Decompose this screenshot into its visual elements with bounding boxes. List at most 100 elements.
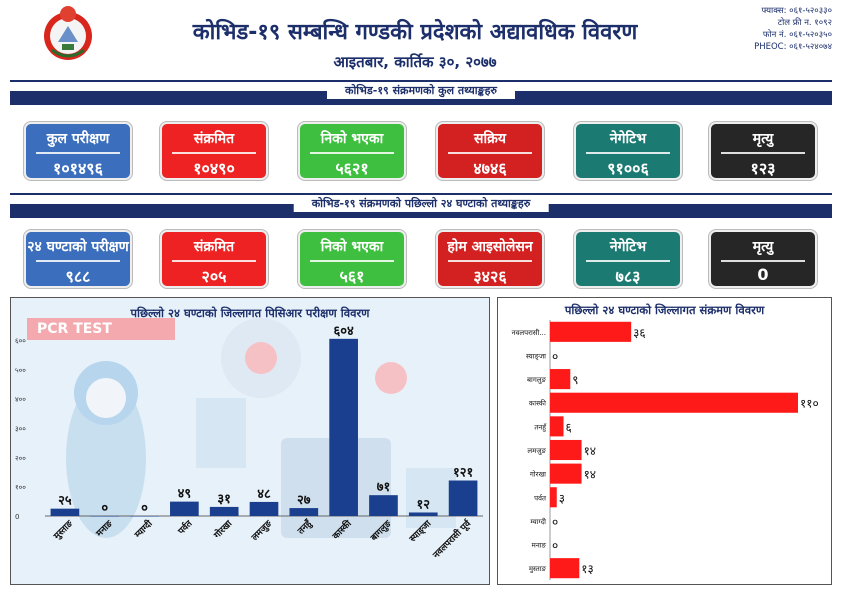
- section-last24-bar: कोभिड-१९ संक्रमणको पछिल्लो २४ घण्टाको तथ…: [10, 193, 832, 219]
- pcr-chart-title: पछिल्लो २४ घण्टाको जिल्लागत पिसिआर परीक्…: [130, 306, 370, 320]
- last24-card-value: ९८८: [65, 267, 91, 286]
- total-card: मृत्यु १२३: [709, 122, 817, 180]
- pcr-value-label: ०: [101, 501, 108, 516]
- infection-bar: [550, 392, 798, 413]
- section-total-title: कोभिड-१९ संक्रमणको कुल तथ्याङ्कहरु: [326, 82, 516, 99]
- pcr-test-badge: PCR TEST: [27, 318, 175, 340]
- infection-category-label: लमजुङ: [527, 447, 546, 455]
- infection-value-label: ०: [552, 349, 558, 363]
- toll-free-number: टोल फ्री न. १०९२: [777, 18, 832, 28]
- pcr-value-label: ६०४: [333, 324, 354, 339]
- last24-card: नेगेटिभ ७८३: [574, 230, 682, 288]
- infection-value-label: १४: [584, 444, 596, 458]
- pcr-value-label: १२१: [453, 466, 473, 481]
- infection-value-label: १३: [581, 562, 593, 576]
- last24-card: संक्रमित २०५: [160, 230, 268, 288]
- fax-number: फ्याक्स: ०६१-५२०३३०: [761, 6, 832, 16]
- infection-value-label: ९: [572, 373, 578, 387]
- y-tick-label: ३००: [15, 425, 26, 433]
- pcr-value-label: १२: [417, 497, 431, 512]
- y-tick-label: ५००: [15, 366, 26, 374]
- pcr-value-label: ०: [141, 501, 148, 516]
- total-card-label: सक्रिय: [474, 131, 506, 147]
- y-tick-label: ६००: [15, 337, 26, 345]
- infection-value-label: ०: [552, 539, 558, 553]
- card-divider: [36, 152, 120, 154]
- pcr-value-label: ३१: [217, 492, 231, 507]
- pcr-category-label: गोरखा: [210, 517, 234, 541]
- infection-bar: [550, 439, 582, 461]
- card-divider: [721, 260, 805, 262]
- card-divider: [36, 260, 120, 262]
- pcr-category-label: बागलुङ: [369, 518, 395, 544]
- infection-bar: [550, 487, 557, 508]
- pcr-bar: [90, 516, 120, 517]
- infection-category-label: मुस्ताङ: [529, 565, 547, 573]
- page-title: कोभिड-१९ सम्बन्धि गण्डकी प्रदेशको अद्याव…: [192, 20, 638, 45]
- infection-chart-panel: पछिल्लो २४ घण्टाको जिल्लागत संक्रमण विवर…: [497, 297, 832, 585]
- last24-card-label: संक्रमित: [193, 239, 235, 255]
- y-tick-label: १००: [15, 484, 26, 492]
- pcr-value-label: ४८: [257, 487, 271, 502]
- section-last24-title: कोभिड-१९ संक्रमणको पछिल्लो २४ घण्टाको तथ…: [293, 195, 549, 212]
- pcr-value-label: ४९: [178, 487, 192, 502]
- infection-bar: [550, 416, 564, 437]
- infection-value-label: ३६: [633, 326, 645, 340]
- total-card: कुल परीक्षण १०१४९६: [24, 122, 132, 180]
- pcr-category-label: कास्की: [329, 517, 354, 542]
- pcr-bar: [329, 338, 358, 516]
- total-card-label: मृत्यु: [752, 131, 774, 147]
- pcr-bar-chart: 0१००२००३००४००५००६००२५मुस्ताङ०मनाङ०म्याग्…: [15, 324, 483, 561]
- last24-card-value: ३४२६: [473, 267, 507, 286]
- total-card-value: १२३: [750, 159, 776, 178]
- infection-category-label: म्याग्दी: [530, 517, 546, 526]
- pcr-bar: [170, 501, 199, 516]
- total-card-label: नेगेटिभ: [609, 131, 647, 147]
- infection-category-label: कास्की: [529, 399, 546, 408]
- pcr-category-label: स्याङ्जा: [407, 519, 434, 546]
- total-card: संक्रमित १०४९०: [160, 122, 268, 180]
- card-divider: [586, 152, 670, 154]
- card-divider: [721, 152, 805, 154]
- pcr-category-label: लमजुङ: [249, 518, 275, 544]
- last24-card: मृत्यु 0: [709, 230, 817, 288]
- pcr-category-label: पर्वत: [175, 517, 196, 538]
- last24-card-value: ७८३: [615, 267, 641, 286]
- infection-category-label: तनहुँ: [534, 422, 547, 432]
- last24-card: होम आइसोलेसन ३४२६: [436, 230, 544, 288]
- pcr-chart-panel: PCR TEST पछिल्लो २४ घण्टाको जिल्लागत पिस…: [10, 297, 490, 585]
- contact-info: फ्याक्स: ०६१-५२०३३० टोल फ्री न. १०९२ फोन…: [754, 5, 832, 53]
- last24-card-value: 0: [757, 265, 769, 284]
- last24-card-label: निको भएका: [320, 239, 384, 255]
- infection-value-label: ३: [559, 491, 565, 505]
- infection-bar: [550, 369, 571, 390]
- total-card: सक्रिय ४७४६: [436, 122, 544, 180]
- pcr-category-label: मुस्ताङ: [52, 518, 76, 542]
- phone-number: फोन नं. ०६१-५२०३५०: [762, 30, 832, 40]
- infection-bar: [550, 558, 580, 579]
- infection-category-label: नवलपरासी...: [512, 328, 546, 337]
- pheoc-number: PHEOC: ०६१-५२४०७४: [754, 42, 832, 52]
- pcr-bar: [50, 508, 80, 516]
- total-card-value: ४७४६: [473, 159, 507, 178]
- y-tick-label: ४००: [15, 396, 26, 404]
- card-divider: [448, 152, 532, 154]
- total-card-value: १०४९०: [193, 159, 235, 178]
- pcr-category-label: म्याग्दी: [131, 517, 155, 541]
- infection-value-label: ६: [566, 420, 572, 434]
- pcr-bar: [249, 501, 279, 516]
- pcr-category-label: नवलपरासी पूर्व: [429, 517, 473, 561]
- infection-value-label: ०: [552, 515, 558, 529]
- total-card-value: १०१४९६: [53, 159, 103, 178]
- infection-value-label: ११०: [800, 397, 819, 411]
- pcr-bar: [448, 480, 478, 516]
- last24-card-value: ५६१: [339, 267, 365, 286]
- last24-card-label: होम आइसोलेसन: [447, 239, 533, 255]
- total-card-label: निको भएका: [320, 131, 384, 147]
- card-divider: [310, 152, 394, 154]
- card-divider: [172, 152, 256, 154]
- last24-card-value: २०५: [201, 267, 227, 286]
- last24-card: निको भएका ५६१: [298, 230, 406, 288]
- y-tick-label: २००: [15, 454, 26, 462]
- infection-bar-chart: नवलपरासी... ३६स्याङ्जा ०बागलुङ ९कास्की ११०तन…: [512, 320, 819, 580]
